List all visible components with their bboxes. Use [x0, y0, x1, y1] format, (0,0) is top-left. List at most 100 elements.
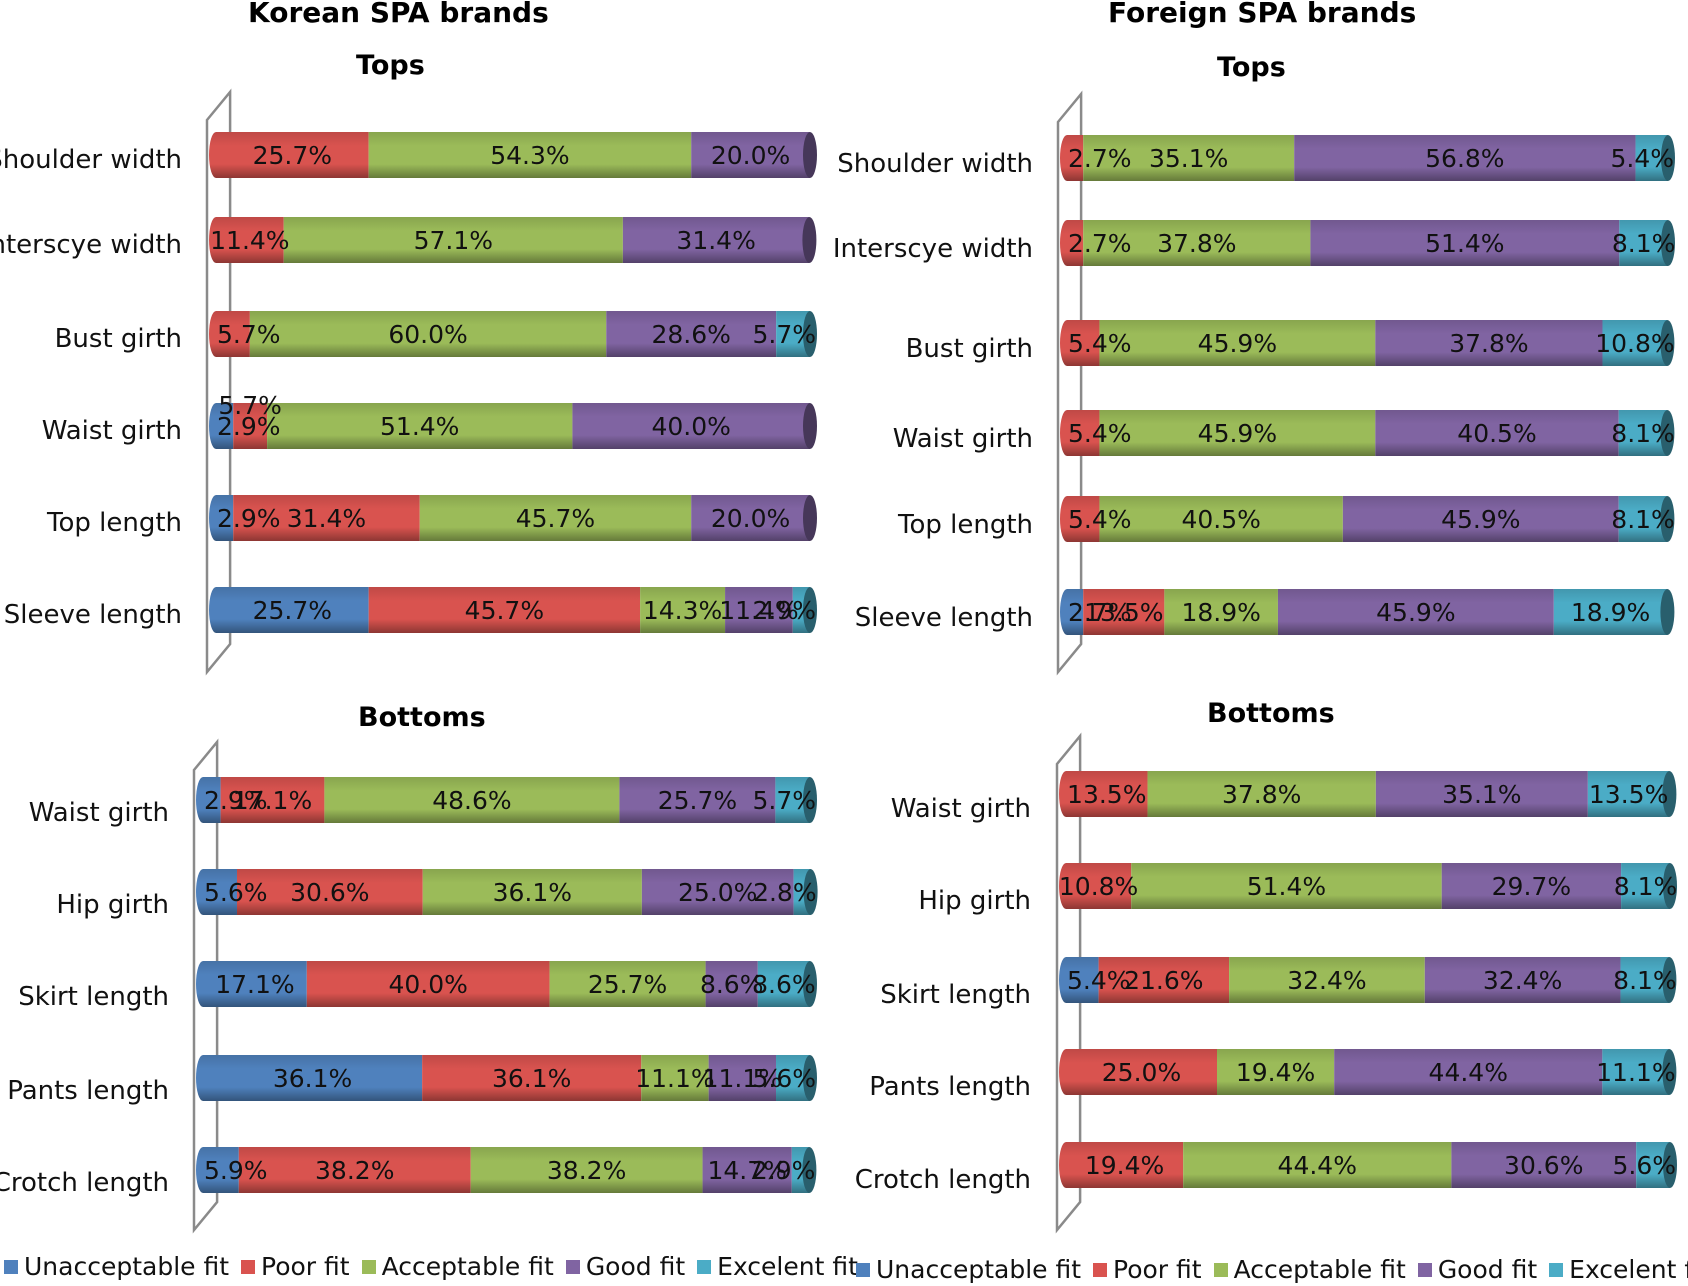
data-label: 2.9%	[752, 596, 816, 625]
data-label: 2.7%	[1068, 229, 1132, 258]
bar-cap-right	[803, 961, 817, 1007]
bar-segment-good-fit	[1310, 220, 1620, 266]
bar-segment-acceptable-fit	[1083, 135, 1295, 181]
category-label: Crotch length	[0, 1168, 169, 1198]
data-label: 20.0%	[711, 504, 790, 533]
depth-wall	[192, 738, 219, 1234]
legend-swatch	[4, 1259, 18, 1274]
data-label: 51.4%	[380, 412, 459, 441]
legend-label: Excelent fit	[1569, 1255, 1688, 1284]
bar-segment-excelent-fit	[1618, 496, 1668, 542]
data-label: 30.6%	[1504, 1151, 1583, 1180]
data-label: 36.1%	[492, 1064, 571, 1093]
legend-swatch	[1549, 1262, 1564, 1277]
bar-segment-good-fit	[1424, 957, 1621, 1003]
data-label: 2.9%	[204, 786, 268, 815]
legend-label: Unacceptable fit	[24, 1252, 230, 1281]
data-label: 2.9%	[752, 1156, 816, 1185]
bar-cap-right	[803, 587, 817, 633]
data-label: 38.2%	[315, 1156, 394, 1185]
bar-segment-acceptable-fit	[1099, 410, 1376, 456]
bar-segment-acceptable-fit	[640, 587, 726, 633]
legend-korean: Unacceptable fit Poor fit Acceptable fit Go…	[4, 1252, 870, 1281]
foreign-brands-heading: Foreign SPA brands	[1108, 0, 1417, 29]
bar-segment-excelent-fit	[1618, 410, 1668, 456]
category-label: Sleeve length	[3, 600, 182, 630]
data-label: 25.7%	[588, 970, 667, 999]
bar-segment-good-fit	[691, 495, 810, 541]
bar-segment-acceptable-fit	[549, 961, 706, 1007]
data-label: 25.7%	[253, 596, 332, 625]
bar-segment-good-fit	[1441, 863, 1622, 909]
data-label: 32.4%	[1287, 966, 1366, 995]
bar-segment-good-fit	[691, 132, 810, 178]
bar-segment-poor-fit	[1067, 220, 1084, 266]
data-label: 40.5%	[1457, 419, 1536, 448]
bar-segment-acceptable-fit	[1164, 589, 1278, 635]
legend-item-poor-fit: Poor fit	[241, 1252, 350, 1281]
data-label: 10.8%	[1059, 872, 1138, 901]
data-label: 5.7%	[217, 320, 281, 349]
bar-segment-good-fit	[641, 869, 794, 915]
legend-swatch	[1417, 1262, 1432, 1277]
data-label: 2.8%	[753, 878, 817, 907]
data-label: 45.9%	[1198, 329, 1277, 358]
bar-segment-good-fit	[1375, 320, 1603, 366]
data-label: 25.7%	[658, 786, 737, 815]
bar-segment-good-fit	[572, 403, 810, 449]
bar-segment-poor-fit	[216, 217, 284, 263]
bar-cap-right	[1663, 1142, 1677, 1188]
data-label: 5.9%	[204, 1156, 268, 1185]
bar-cap-right	[803, 869, 818, 915]
data-label: 8.1%	[1611, 419, 1675, 448]
data-label: 56.8%	[1425, 144, 1504, 173]
data-label: 2.9%	[217, 504, 281, 533]
depth-wall	[1055, 732, 1082, 1234]
depth-wall	[205, 88, 232, 676]
legend-label: Acceptable fit	[381, 1252, 554, 1281]
bar-segment-acceptable-fit	[1099, 320, 1376, 366]
bar-segment-poor-fit	[1066, 771, 1148, 817]
data-label: 5.6%	[752, 1064, 816, 1093]
bar-segment-good-fit	[705, 961, 758, 1007]
data-label: 13.5%	[1589, 780, 1668, 809]
bar-segment-acceptable-fit	[1217, 1049, 1335, 1095]
data-label: 2.7%	[1068, 144, 1132, 173]
legend-item-unacceptable-fit: Unacceptable fit	[856, 1255, 1081, 1284]
legend-swatch	[361, 1259, 376, 1274]
legend-item-excelent-fit: Excelent fit	[1549, 1255, 1688, 1284]
data-label: 44.4%	[1278, 1151, 1357, 1180]
data-label: 29.7%	[1492, 872, 1571, 901]
bar-segment-excelent-fit	[757, 961, 810, 1007]
data-label: 13.5%	[1067, 780, 1146, 809]
bar-segment-unacceptable-fit	[1066, 957, 1099, 1003]
data-label: 28.6%	[651, 320, 730, 349]
data-label: 35.1%	[1149, 144, 1228, 173]
data-label: 5.7%	[752, 320, 816, 349]
category-label: Bust girth	[54, 324, 182, 354]
bar-segment-poor-fit	[1067, 320, 1100, 366]
category-label: Bust girth	[905, 334, 1033, 364]
bar-segment-acceptable-fit	[1131, 863, 1442, 909]
data-label: 11.1%	[1596, 1058, 1675, 1087]
data-label: 36.1%	[273, 1064, 352, 1093]
data-label: 57.1%	[414, 226, 493, 255]
category-label: Pants length	[7, 1076, 169, 1106]
panel-korean-spa-brands-tops: 25.7% 54.3% 20.0% 11.4% 57.1% 31.4% 5.7% 60.0% 2…	[205, 88, 817, 676]
legend-item-poor-fit: Poor fit	[1093, 1255, 1202, 1284]
bar-segment-excelent-fit	[1619, 220, 1668, 266]
data-label: 45.9%	[1376, 598, 1455, 627]
bar-cap-right	[1660, 320, 1675, 366]
bar-segment-acceptable-fit	[1147, 771, 1376, 817]
bar-segment-excelent-fit	[1602, 1049, 1670, 1095]
bar-segment-poor-fit	[1067, 496, 1100, 542]
bar-cap-right	[802, 217, 817, 263]
data-label: 54.3%	[490, 141, 569, 170]
category-label: Skirt length	[880, 980, 1031, 1010]
bar-cap-right	[803, 1055, 817, 1101]
bar-segment-poor-fit	[1098, 957, 1230, 1003]
data-label: 45.7%	[465, 596, 544, 625]
bar-segment-unacceptable-fit	[203, 1147, 239, 1193]
legend-item-unacceptable-fit: Unacceptable fit	[4, 1252, 229, 1281]
